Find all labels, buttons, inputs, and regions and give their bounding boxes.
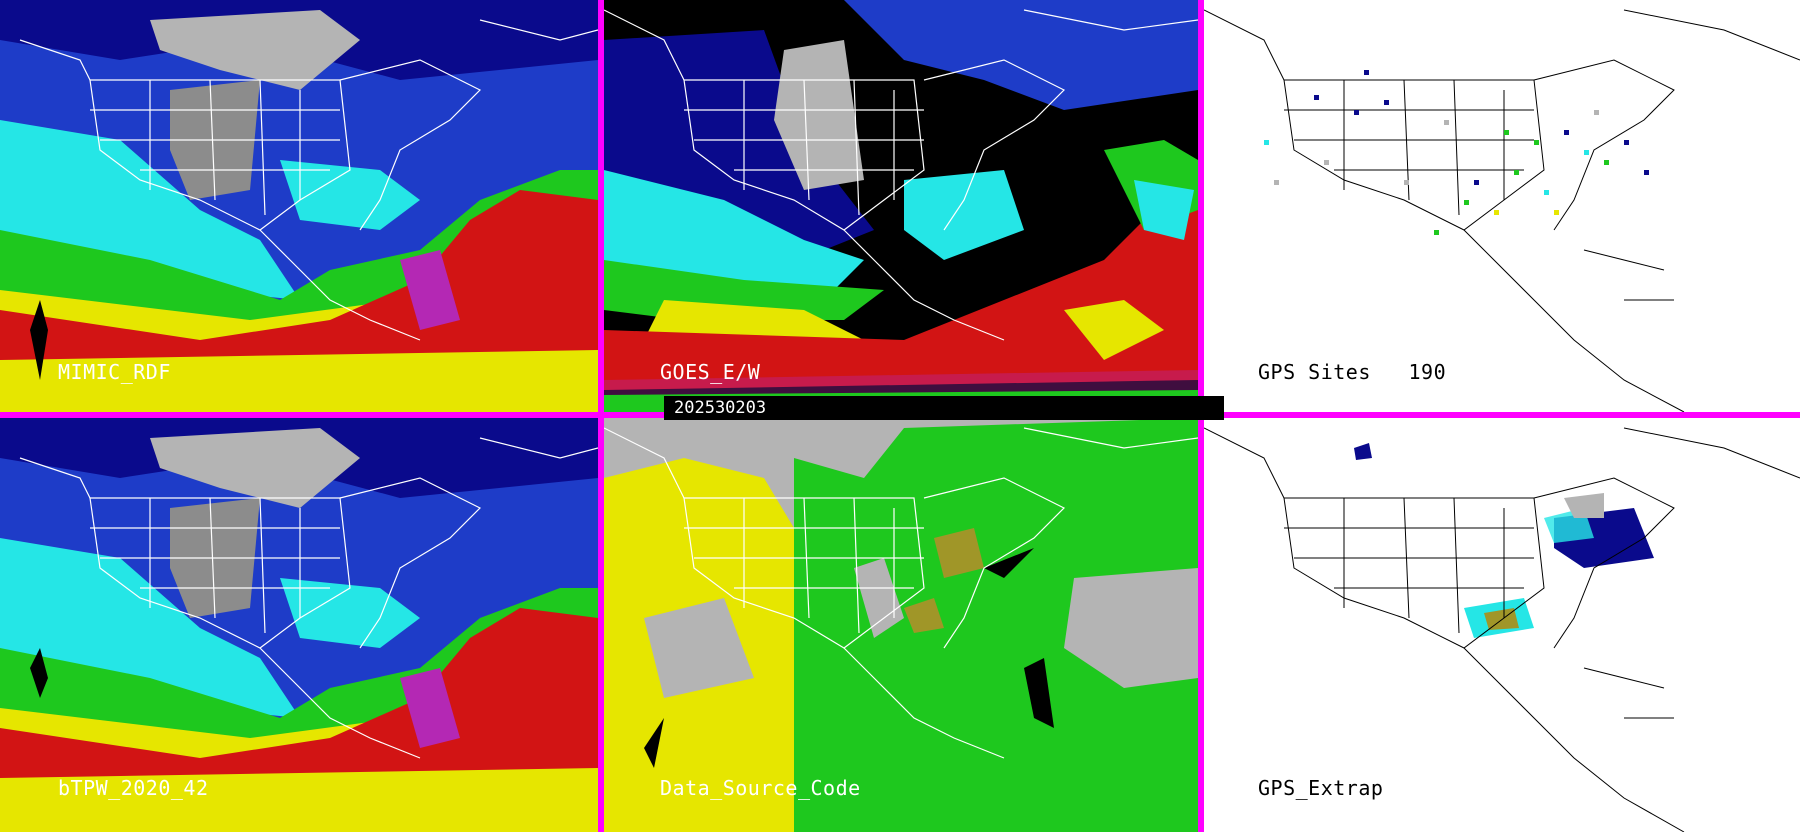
panel-mimic-rdf: MIMIC_RDF [0,0,598,412]
panel-label: GOES_E/W [660,360,761,384]
gps-sites-map [1204,0,1800,412]
tpw-map-goes [604,0,1198,412]
panel-label: GPS Sites 190 [1258,360,1447,384]
timestamp-bar: 202530203 [664,396,1224,420]
panel-label: Data_Source_Code [660,776,861,800]
tpw-map-mimic [0,0,598,412]
panel-btpw-2020-42: bTPW_2020_42 [0,418,598,832]
timestamp-text: 202530203 [674,398,767,418]
panel-data-source-code: Data_Source_Code [604,418,1198,832]
panel-goes-ew: GOES_E/W [604,0,1198,412]
panel-gps-extrap: GPS_Extrap [1204,418,1800,832]
panel-label: GPS_Extrap [1258,776,1384,800]
tpw-map-btpw [0,418,598,832]
panel-gps-sites: GPS Sites 190 [1204,0,1800,412]
gps-site-markers [1264,70,1649,235]
panel-label: MIMIC_RDF [58,360,171,384]
gps-extrap-map [1204,418,1800,832]
panel-label: bTPW_2020_42 [58,776,209,800]
data-source-map [604,418,1198,832]
